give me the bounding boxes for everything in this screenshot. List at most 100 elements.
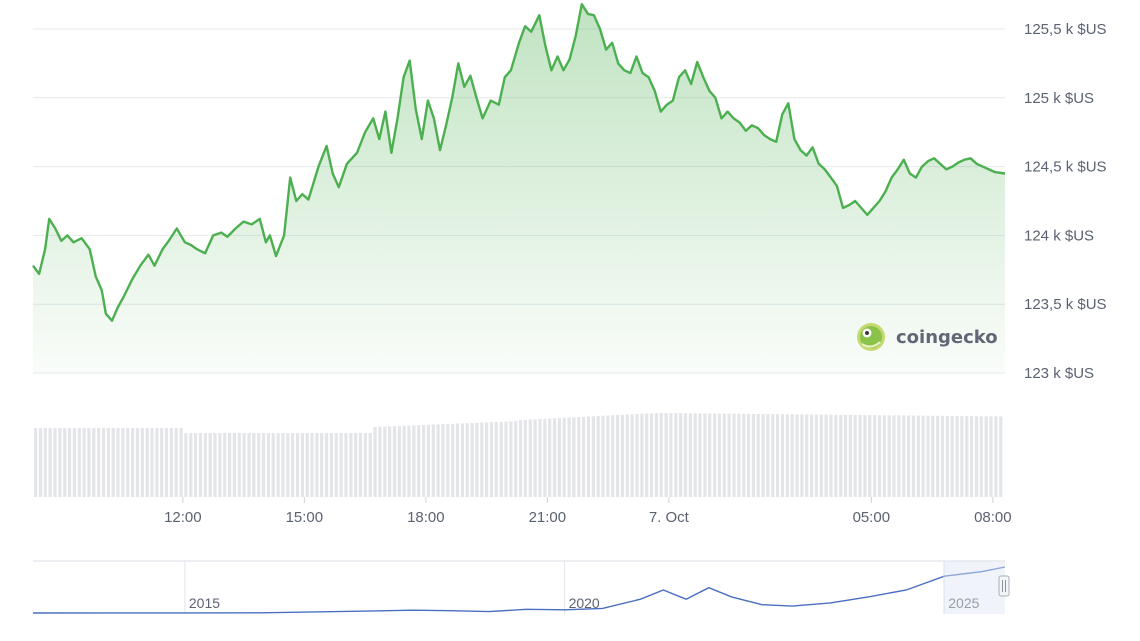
volume-bar bbox=[829, 414, 833, 497]
volume-bar bbox=[465, 423, 469, 497]
volume-bar bbox=[582, 416, 586, 498]
volume-bar bbox=[703, 413, 707, 497]
volume-bar bbox=[994, 416, 998, 497]
volume-bar bbox=[266, 433, 270, 497]
volume-bar bbox=[179, 428, 183, 497]
volume-bar bbox=[722, 413, 726, 497]
volume-bar bbox=[620, 414, 624, 498]
volume-bar bbox=[455, 423, 460, 497]
volume-bar bbox=[979, 416, 983, 498]
volume-bar bbox=[499, 421, 503, 497]
volume-bar bbox=[286, 433, 290, 497]
y-tick-label: 123,5 k $US bbox=[1024, 296, 1107, 313]
y-tick-label: 123 k $US bbox=[1024, 365, 1094, 382]
volume-bar bbox=[295, 433, 300, 497]
volume-bar bbox=[174, 428, 178, 497]
volume-bar bbox=[805, 414, 809, 497]
volume-bar bbox=[441, 424, 445, 497]
volume-bar bbox=[746, 413, 751, 497]
volume-bar bbox=[984, 416, 988, 497]
volume-bar bbox=[232, 433, 236, 497]
navigator-selection[interactable] bbox=[943, 561, 1005, 614]
volume-bar bbox=[310, 433, 314, 497]
volume-bar bbox=[164, 428, 169, 497]
volume-bar bbox=[257, 433, 261, 497]
x-tick-label: 08:00 bbox=[974, 509, 1012, 526]
volume-bar bbox=[392, 426, 397, 497]
volume-bar bbox=[315, 433, 319, 497]
volume-bar bbox=[412, 425, 416, 497]
volume-bar bbox=[766, 414, 770, 497]
volume-bar bbox=[776, 414, 780, 497]
volume-bar bbox=[649, 413, 654, 498]
volume-bar bbox=[528, 419, 532, 497]
volume-bar bbox=[562, 417, 566, 498]
volume-bar bbox=[281, 433, 285, 497]
volume-bar bbox=[140, 428, 144, 497]
volume-bar bbox=[945, 415, 949, 497]
volume-bar bbox=[785, 414, 789, 498]
volume-bar bbox=[38, 428, 43, 497]
volume-bar bbox=[373, 427, 377, 497]
volume-bar bbox=[586, 416, 591, 497]
volume-bar bbox=[475, 422, 479, 497]
volume-bar bbox=[237, 433, 241, 497]
volume-bar bbox=[640, 413, 644, 498]
volume-bar bbox=[291, 433, 295, 497]
volume-bar bbox=[101, 428, 106, 497]
volume-bar bbox=[145, 428, 149, 497]
volume-bar bbox=[698, 413, 702, 497]
price-line-group bbox=[32, 3, 1006, 322]
volume-bar bbox=[800, 414, 804, 497]
volume-bar bbox=[761, 414, 765, 497]
volume-bar bbox=[155, 428, 159, 497]
drag-handle-icon[interactable] bbox=[998, 575, 1010, 597]
volume-bar bbox=[480, 422, 484, 497]
volume-bar bbox=[194, 433, 198, 497]
volume-bar bbox=[48, 428, 52, 497]
volume-bar bbox=[606, 415, 610, 497]
volume-bar bbox=[523, 419, 527, 498]
volume-bar bbox=[349, 433, 353, 497]
volume-bar bbox=[208, 433, 212, 497]
volume-bar bbox=[989, 416, 993, 497]
volume-bar bbox=[611, 415, 615, 498]
volume-bar bbox=[751, 413, 755, 497]
volume-bar bbox=[325, 433, 329, 497]
volume-bar bbox=[242, 433, 246, 497]
volume-bar bbox=[877, 415, 882, 497]
volume-bar bbox=[771, 414, 775, 497]
volume-bar bbox=[402, 425, 406, 497]
volume-bar bbox=[519, 420, 523, 497]
volume-bar bbox=[470, 423, 474, 497]
volume-bar bbox=[601, 415, 605, 498]
volume-bar bbox=[688, 413, 692, 498]
volume-bar bbox=[213, 433, 217, 497]
volume-bar bbox=[926, 415, 930, 497]
volume-bar bbox=[261, 433, 266, 497]
volume-bar bbox=[436, 424, 440, 497]
volume-bar bbox=[892, 415, 896, 497]
volume-bar bbox=[228, 433, 232, 497]
coingecko-watermark: coingecko bbox=[857, 323, 998, 351]
navigator[interactable]: 2015 2020 2025 bbox=[32, 560, 1010, 614]
volume-bar bbox=[43, 428, 47, 497]
volume-bar bbox=[82, 428, 86, 497]
volume-bar bbox=[271, 433, 275, 497]
volume-bar bbox=[557, 418, 561, 497]
navigator-year-label: 2015 bbox=[189, 595, 220, 611]
volume-bar bbox=[664, 413, 668, 497]
volume-bar bbox=[882, 415, 886, 498]
volume-bar bbox=[383, 426, 387, 497]
volume-bar bbox=[368, 433, 372, 497]
volume-bar bbox=[863, 415, 867, 497]
volume-bar bbox=[911, 415, 915, 497]
volume-bar bbox=[887, 415, 891, 497]
volume-bar bbox=[160, 428, 164, 497]
volume-bar bbox=[572, 417, 576, 498]
volume-bar bbox=[533, 419, 537, 498]
volume-bar bbox=[334, 433, 338, 497]
volume-bar bbox=[121, 428, 125, 497]
